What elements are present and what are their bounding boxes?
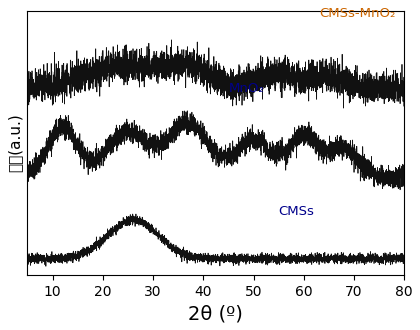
X-axis label: 2θ (º): 2θ (º) bbox=[189, 304, 243, 323]
Text: MnO₂: MnO₂ bbox=[228, 82, 264, 95]
Y-axis label: 强度(a.u.): 强度(a.u.) bbox=[7, 114, 22, 173]
Text: CMSs-MnO₂: CMSs-MnO₂ bbox=[319, 7, 395, 20]
Text: CMSs: CMSs bbox=[278, 205, 315, 218]
